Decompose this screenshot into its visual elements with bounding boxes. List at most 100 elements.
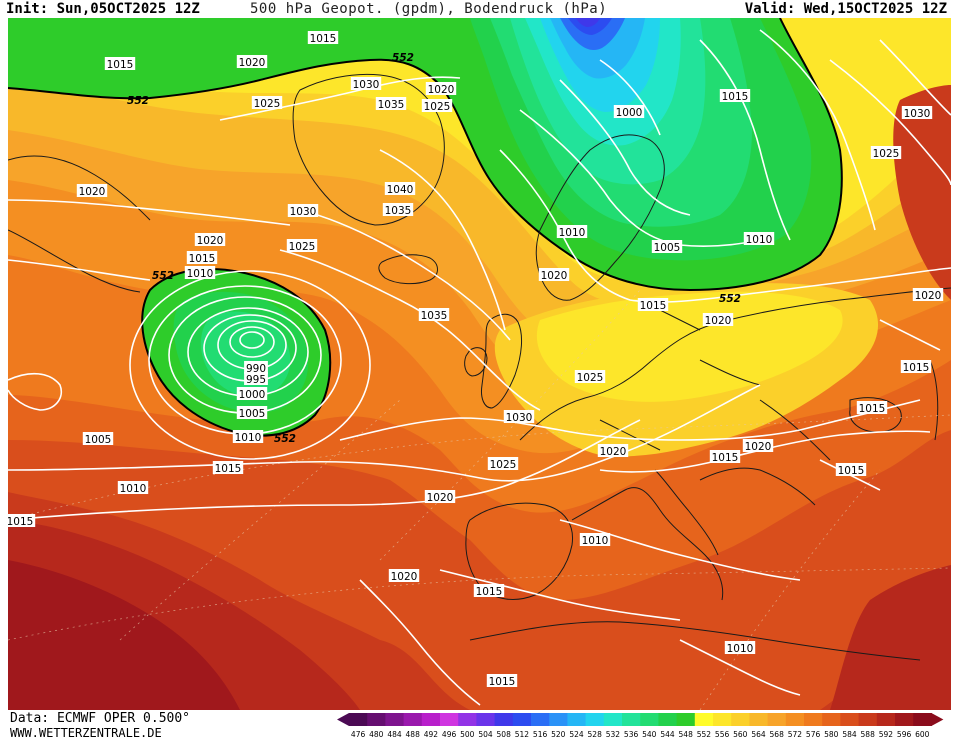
isobar-label: 1030 bbox=[901, 106, 933, 120]
isobar-label-text: 1035 bbox=[385, 205, 412, 217]
legend-swatch bbox=[749, 713, 769, 726]
isobar-label: 1015 bbox=[8, 514, 36, 528]
isobar-label: 1005 bbox=[651, 240, 683, 254]
isobar-label-text: 552 bbox=[274, 433, 296, 445]
legend-tick-label: 540 bbox=[642, 730, 657, 739]
legend-tick-label: 484 bbox=[387, 730, 402, 739]
legend-swatch bbox=[858, 713, 878, 726]
isobar-label-text: 1020 bbox=[745, 441, 772, 453]
isobar-label: 1020 bbox=[425, 82, 457, 96]
isobar-label-text: 552 bbox=[127, 95, 149, 107]
legend-tick-label: 572 bbox=[788, 730, 803, 739]
legend-swatch bbox=[767, 713, 787, 726]
isobar-label-text: 1015 bbox=[838, 465, 865, 477]
legend-tick-label: 504 bbox=[478, 730, 493, 739]
isobar-label: 1030 bbox=[287, 204, 319, 218]
isobar-label-text: 1015 bbox=[310, 33, 337, 45]
legend-swatch bbox=[640, 713, 659, 726]
isobar-label-text: 1010 bbox=[746, 234, 773, 246]
isobar-label: 1015 bbox=[307, 31, 339, 45]
field-592-east bbox=[830, 565, 951, 710]
isobar-label-text: 995 bbox=[246, 374, 266, 386]
legend-swatch bbox=[876, 713, 896, 726]
legend-tick-label: 600 bbox=[915, 730, 930, 739]
legend-tick-label: 564 bbox=[751, 730, 766, 739]
isobar-label-text: 1030 bbox=[904, 108, 931, 120]
contour-552-label: 552 bbox=[152, 270, 174, 282]
isobar-label-text: 1015 bbox=[712, 452, 739, 464]
legend-tick-label: 488 bbox=[406, 730, 421, 739]
isobar-label-text: 1025 bbox=[424, 101, 451, 113]
isobar-label-text: 1000 bbox=[616, 107, 643, 119]
isobar-label-text: 1020 bbox=[239, 57, 266, 69]
isobar-label-text: 1020 bbox=[915, 290, 942, 302]
legend-swatch bbox=[676, 713, 696, 726]
isobar-label-text: 1025 bbox=[577, 372, 604, 384]
isobar-label: 1035 bbox=[375, 97, 407, 111]
legend-tick-label: 496 bbox=[442, 730, 457, 739]
legend-swatch bbox=[567, 713, 587, 726]
isobar-label: 1020 bbox=[597, 444, 629, 458]
isobar-label-text: 1020 bbox=[197, 235, 224, 247]
field-556-europe bbox=[536, 291, 843, 402]
contour-552-north bbox=[8, 18, 843, 292]
isobar-label-text: 1010 bbox=[235, 432, 262, 444]
isobar-labels: 1015 1020 552 1015 552 1025 1030 1035 1025 1020 10… bbox=[8, 31, 944, 688]
isobar-label-text: 552 bbox=[152, 270, 174, 282]
isobar-label-text: 1015 bbox=[476, 586, 503, 598]
isobar-label-text: 1025 bbox=[289, 241, 316, 253]
isobar-label: 1000 bbox=[613, 105, 645, 119]
isobar-label-text: 1010 bbox=[559, 227, 586, 239]
isobar-label: 1025 bbox=[421, 99, 453, 113]
isobar-label: 1015 bbox=[473, 584, 505, 598]
isobar-label: 1020 bbox=[912, 288, 944, 302]
isobar-label-text: 1020 bbox=[391, 571, 418, 583]
isobar-label: 1020 bbox=[702, 313, 734, 327]
legend-swatch bbox=[531, 713, 550, 726]
isobar-label-text: 1035 bbox=[378, 99, 405, 111]
isobar-label: 1010 bbox=[117, 481, 149, 495]
legend-tick-label: 576 bbox=[806, 730, 821, 739]
isobar-label-text: 1020 bbox=[600, 446, 627, 458]
isobar-label: 995 bbox=[244, 372, 268, 386]
isobar-label-text: 1015 bbox=[859, 403, 886, 415]
isobar-label: 1025 bbox=[251, 96, 283, 110]
isobar-label: 1000 bbox=[236, 387, 268, 401]
legend-swatch bbox=[476, 713, 496, 726]
legend-swatch bbox=[658, 713, 678, 726]
init-time: Init: Sun,05OCT2025 12Z bbox=[6, 1, 200, 17]
legend-tick-label: 548 bbox=[679, 730, 694, 739]
legend-tick-label: 508 bbox=[497, 730, 512, 739]
isobar-label-text: 1025 bbox=[490, 459, 517, 471]
isobar-label: 1015 bbox=[900, 360, 932, 374]
grid-lines bbox=[8, 289, 951, 710]
isobar-label: 1015 bbox=[104, 57, 136, 71]
isobar-label-text: 1015 bbox=[640, 300, 667, 312]
isobar-label: 1015 bbox=[486, 674, 518, 688]
isobar-label: 1010 bbox=[579, 533, 611, 547]
field-508 bbox=[576, 18, 600, 27]
isobar-label: 1015 bbox=[856, 401, 888, 415]
isobar-label: 1035 bbox=[382, 203, 414, 217]
legend-tick-label: 524 bbox=[569, 730, 584, 739]
isobar-label-text: 1020 bbox=[427, 492, 454, 504]
legend-tick-label: 480 bbox=[369, 730, 384, 739]
isobar-label: 1010 bbox=[232, 430, 264, 444]
isobar-label: 1025 bbox=[286, 239, 318, 253]
legend-swatch bbox=[585, 713, 605, 726]
isobar-label: 1020 bbox=[538, 268, 570, 282]
legend-tick-label: 512 bbox=[515, 730, 530, 739]
site-url: WWW.WETTERZENTRALE.DE bbox=[10, 726, 162, 740]
isobar-label-text: 1015 bbox=[903, 362, 930, 374]
isobar-label-text: 1020 bbox=[541, 270, 568, 282]
map-footer: Data: ECMWF OPER 0.500° WWW.WETTERZENTRA… bbox=[0, 710, 959, 741]
legend-tick-label: 500 bbox=[460, 730, 475, 739]
isobar-label: 1010 bbox=[724, 641, 756, 655]
isobar-label: 1025 bbox=[870, 146, 902, 160]
isobar-label-text: 1015 bbox=[189, 253, 216, 265]
isobar-label: 1035 bbox=[418, 308, 450, 322]
legend-tick-label: 556 bbox=[715, 730, 730, 739]
isobar-label-text: 1005 bbox=[85, 434, 112, 446]
legend-swatch bbox=[512, 713, 532, 726]
isobar-label-text: 1010 bbox=[187, 268, 214, 280]
